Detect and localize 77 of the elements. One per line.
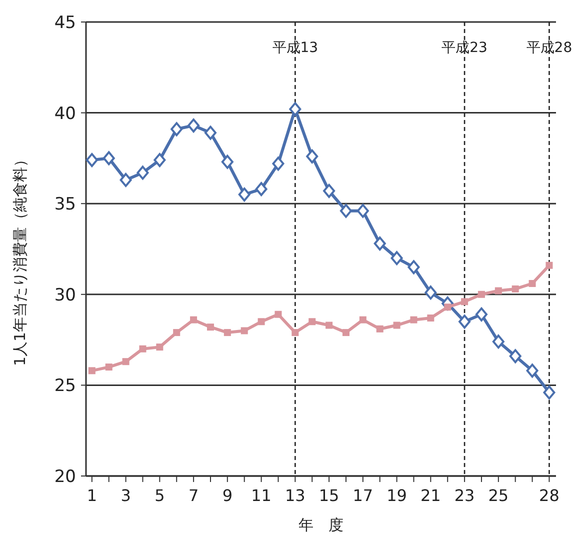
x-tick-label: 15 [318, 486, 340, 505]
point [173, 329, 180, 336]
point [543, 385, 556, 400]
point [359, 316, 366, 324]
point [478, 290, 485, 298]
point [292, 329, 299, 336]
point [272, 156, 284, 171]
point [136, 166, 149, 180]
point [190, 316, 198, 324]
point [326, 322, 333, 329]
point [427, 314, 434, 322]
point [120, 172, 132, 187]
x-tick-label: 19 [386, 486, 407, 505]
point [492, 334, 504, 349]
point [240, 327, 248, 334]
point [526, 364, 538, 378]
point [156, 344, 164, 351]
point [376, 325, 384, 332]
y-tick-label: 45 [54, 13, 76, 33]
point [408, 260, 420, 274]
x-tick-label: 9 [222, 486, 233, 505]
y-tick-label: 35 [54, 194, 76, 215]
x-tick-label: 5 [154, 486, 165, 505]
point [342, 329, 350, 336]
point [289, 102, 302, 116]
point [546, 262, 553, 269]
x-tick-label: 7 [188, 486, 199, 505]
point [139, 345, 146, 352]
point [86, 153, 98, 168]
point [410, 316, 418, 324]
point [393, 322, 400, 329]
point [255, 182, 268, 196]
point [258, 318, 265, 326]
point [204, 126, 216, 140]
x-tick-label: 25 [488, 486, 509, 505]
x-tick-label: 11 [251, 486, 272, 505]
point [461, 298, 468, 306]
point [188, 118, 200, 133]
y-tick-label: 20 [54, 467, 76, 487]
point [512, 285, 519, 292]
point [224, 329, 231, 336]
point [528, 280, 536, 288]
y-tick-label: 25 [54, 376, 76, 396]
point [356, 204, 369, 218]
point [374, 236, 386, 251]
x-tick-label: 3 [120, 486, 131, 505]
point [458, 314, 471, 329]
point [206, 324, 214, 331]
point [154, 153, 166, 168]
x-tick-label: 23 [454, 486, 475, 505]
point [390, 251, 403, 266]
point [509, 349, 522, 364]
point [340, 204, 352, 218]
y-axis-title: 1人1年当たり消費量（純食料） [11, 152, 29, 366]
point [274, 310, 282, 318]
point [88, 367, 96, 374]
point [221, 154, 234, 169]
y-tick-label: 30 [54, 285, 76, 306]
point [102, 151, 115, 166]
x-tick-label: 21 [420, 486, 441, 505]
point [475, 307, 488, 322]
point [424, 286, 437, 300]
x-tick-label: 1 [86, 486, 98, 505]
point [444, 304, 452, 311]
point [323, 184, 336, 198]
x-tick-label: 28 [539, 486, 560, 505]
point [306, 149, 318, 164]
y-tick-label: 40 [54, 104, 76, 124]
x-tick-label: 17 [352, 486, 374, 505]
point [308, 318, 316, 326]
point [170, 122, 183, 136]
point [122, 358, 130, 366]
x-axis-title: 年 度 [298, 516, 344, 534]
point [105, 364, 112, 371]
x-tick-label: 13 [284, 486, 306, 505]
point [494, 287, 502, 294]
point [238, 188, 250, 202]
